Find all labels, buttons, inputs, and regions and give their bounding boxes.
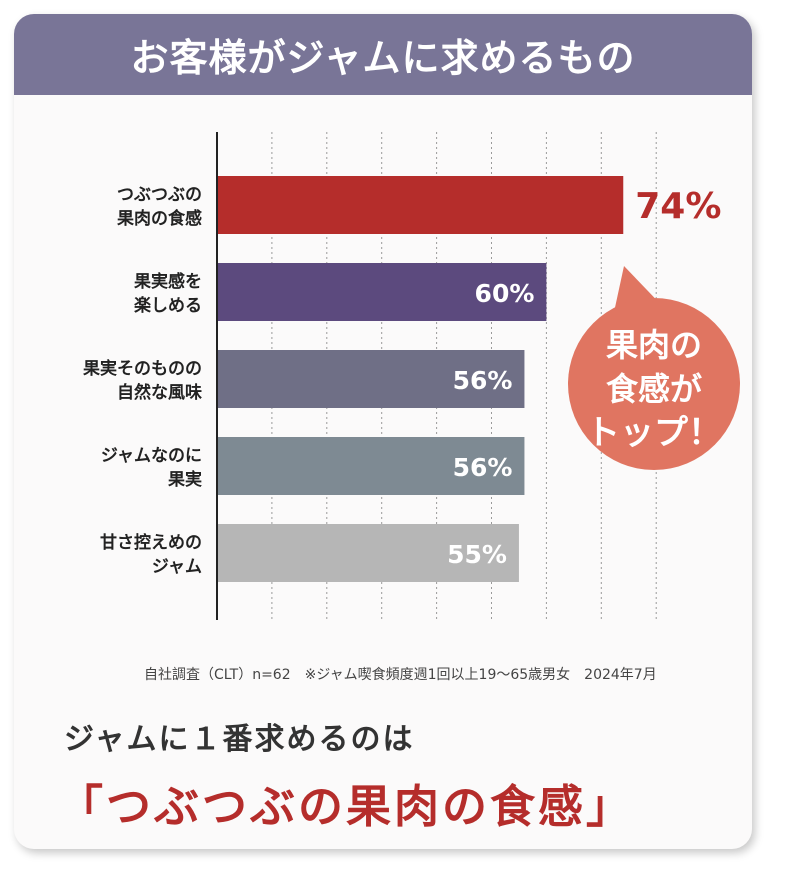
bar: [217, 350, 525, 408]
bar: [217, 524, 519, 582]
category-label: 楽しめる: [134, 295, 202, 316]
highlight-text: 「つぶつぶの果肉の食感」: [58, 780, 635, 833]
source-note: 自社調査（CLT）n=62 ※ジャム喫食頻度週1回以上19〜65歳男女 2024…: [144, 667, 657, 683]
chart-card: お客様がジャムに求めるもの つぶつぶの果肉の食感 74% 果実感を楽しめる 60% 果実…: [14, 14, 752, 849]
category-label: ジャムなのに: [101, 446, 202, 466]
bar: [217, 176, 624, 234]
category-label: 自然な風味: [117, 382, 202, 403]
callout-text: トップ！: [586, 413, 722, 453]
category-label: 甘さ控えめの: [100, 532, 202, 553]
data-label: 74%: [635, 186, 721, 227]
category-label: 果肉の食感: [117, 208, 202, 229]
data-label: 60%: [475, 279, 535, 308]
callout-text: 果肉の: [606, 326, 702, 364]
data-label: 55%: [447, 540, 507, 569]
category-label: ジャム: [152, 557, 202, 577]
callout-text: 食感が: [606, 370, 702, 408]
callout-bubble: [568, 298, 740, 470]
bar: [217, 263, 547, 321]
data-label: 56%: [453, 453, 513, 482]
lead-text: ジャムに１番求めるのは: [64, 722, 415, 757]
bar: [217, 437, 525, 495]
chart-title: お客様がジャムに求めるもの: [14, 14, 752, 95]
category-label: つぶつぶの: [117, 185, 202, 205]
category-label: 果実: [168, 469, 202, 490]
category-label: 果実そのものの: [83, 358, 202, 379]
category-label: 果実感を: [134, 271, 202, 292]
data-label: 56%: [453, 366, 513, 395]
